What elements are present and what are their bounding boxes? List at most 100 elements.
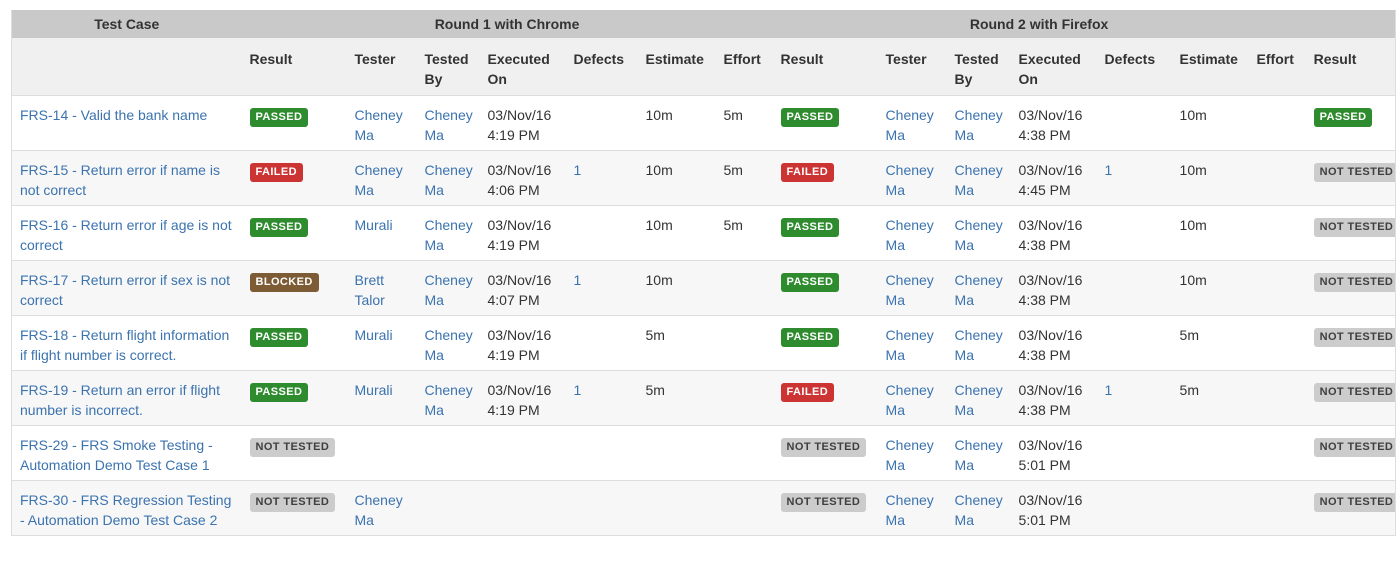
estimate-cell-r2: 5m [1171, 315, 1249, 371]
defects-cell-r2 [1096, 260, 1172, 316]
tester-link[interactable]: Murali [354, 327, 393, 343]
tested-by-cell-r1: Cheney Ma [417, 96, 480, 151]
tester-link[interactable]: Cheney Ma [885, 492, 934, 528]
test-case-link[interactable]: FRS-19 - Return an error if flight numbe… [20, 382, 220, 418]
estimate-cell-r2 [1171, 425, 1249, 481]
tester-link[interactable]: Cheney Ma [885, 217, 934, 253]
defect-count-link[interactable]: 1 [573, 382, 582, 398]
effort-value: 5m [723, 107, 743, 123]
result-badge: NOT TESTED [1313, 273, 1396, 292]
tester-cell-r1: Murali [346, 205, 417, 261]
tester-link[interactable]: Cheney Ma [885, 107, 934, 143]
tested-by-link[interactable]: Cheney Ma [954, 382, 1003, 418]
tested-by-link[interactable]: Cheney Ma [424, 217, 473, 253]
column-header-estimate-r1: Estimate [637, 38, 716, 96]
tested-by-link[interactable]: Cheney Ma [424, 327, 473, 363]
estimate-value: 5m [1179, 382, 1199, 398]
tested-by-cell-r2: Cheney Ma [946, 205, 1011, 261]
tested-by-link[interactable]: Cheney Ma [424, 162, 473, 198]
tested-by-cell-r1 [416, 425, 480, 481]
tester-link[interactable]: Cheney Ma [885, 382, 934, 418]
column-header-executed-on-r2: Executed On [1010, 38, 1097, 96]
table-row: FRS-19 - Return an error if flight numbe… [11, 370, 1396, 426]
group-header-extra [1305, 10, 1396, 38]
result-badge: NOT TESTED [780, 438, 867, 457]
column-header-effort-r2: Effort [1248, 38, 1306, 96]
result-badge: BLOCKED [249, 273, 319, 292]
defect-count-link[interactable]: 1 [573, 162, 582, 178]
test-case-link[interactable]: FRS-29 - FRS Smoke Testing - Automation … [20, 437, 213, 473]
tested-by-link[interactable]: Cheney Ma [954, 107, 1003, 143]
effort-cell-r2 [1248, 425, 1306, 481]
column-header-row: Result Tester Tested By Executed On Defe… [11, 38, 1396, 96]
result-badge: PASSED [249, 328, 309, 347]
executed-on-value: 03/Nov/16 4:38 PM [1018, 272, 1083, 308]
result-badge: PASSED [780, 273, 840, 292]
column-header-tester-r1: Tester [346, 38, 417, 96]
defect-count-link[interactable]: 1 [573, 272, 582, 288]
tester-link[interactable]: Cheney Ma [885, 272, 934, 308]
tester-link[interactable]: Murali [354, 382, 393, 398]
test-case-link[interactable]: FRS-30 - FRS Regression Testing - Automa… [20, 492, 232, 528]
tester-link[interactable]: Cheney Ma [885, 437, 934, 473]
column-header-effort-r1: Effort [715, 38, 773, 96]
result-badge: FAILED [780, 383, 835, 402]
test-case-link[interactable]: FRS-16 - Return error if age is not corr… [20, 217, 232, 253]
tested-by-link[interactable]: Cheney Ma [954, 217, 1003, 253]
result-cell-final: NOT TESTED [1305, 370, 1396, 426]
result-cell-r2: PASSED [772, 315, 878, 371]
table-row: FRS-16 - Return error if age is not corr… [11, 205, 1396, 261]
estimate-cell-r1: 5m [637, 315, 716, 371]
tested-by-link[interactable]: Cheney Ma [954, 162, 1003, 198]
result-cell-r1: NOT TESTED [241, 480, 347, 536]
result-badge: NOT TESTED [1313, 383, 1396, 402]
tester-link[interactable]: Cheney Ma [885, 327, 934, 363]
test-case-cell: FRS-17 - Return error if sex is not corr… [11, 260, 242, 316]
defect-count-link[interactable]: 1 [1104, 162, 1113, 178]
estimate-value: 5m [645, 382, 665, 398]
test-case-link[interactable]: FRS-15 - Return error if name is not cor… [20, 162, 220, 198]
executed-on-value: 03/Nov/16 4:06 PM [487, 162, 552, 198]
defect-count-link[interactable]: 1 [1104, 382, 1113, 398]
tester-link[interactable]: Cheney Ma [885, 162, 934, 198]
executed-on-cell-r2: 03/Nov/16 5:01 PM [1010, 480, 1097, 536]
column-header-test-case-spacer [11, 38, 242, 96]
result-badge: NOT TESTED [1313, 218, 1396, 237]
estimate-cell-r2: 5m [1171, 370, 1249, 426]
column-header-defects-r1: Defects [565, 38, 638, 96]
tested-by-link[interactable]: Cheney Ma [424, 382, 473, 418]
tested-by-link[interactable]: Cheney Ma [954, 437, 1003, 473]
tested-by-link[interactable]: Cheney Ma [954, 272, 1003, 308]
effort-cell-r1 [715, 370, 773, 426]
result-cell-r1: PASSED [241, 370, 347, 426]
tested-by-link[interactable]: Cheney Ma [424, 272, 473, 308]
result-badge: NOT TESTED [780, 493, 867, 512]
test-case-cell: FRS-29 - FRS Smoke Testing - Automation … [11, 425, 242, 481]
tested-by-link[interactable]: Cheney Ma [424, 107, 473, 143]
tester-link[interactable]: Brett Talor [354, 272, 385, 308]
estimate-value: 10m [645, 272, 673, 288]
defects-cell-r1 [565, 315, 638, 371]
executed-on-value: 03/Nov/16 4:38 PM [1018, 107, 1083, 143]
tester-link[interactable]: Cheney Ma [354, 492, 403, 528]
tester-cell-r1: Brett Talor [346, 260, 417, 316]
estimate-value: 5m [1179, 327, 1199, 343]
test-case-link[interactable]: FRS-14 - Valid the bank name [20, 107, 208, 123]
tester-link[interactable]: Cheney Ma [354, 162, 403, 198]
result-cell-r2: NOT TESTED [772, 425, 878, 481]
tested-by-link[interactable]: Cheney Ma [954, 327, 1003, 363]
result-badge: PASSED [780, 108, 840, 127]
executed-on-cell-r1: 03/Nov/16 4:19 PM [479, 205, 566, 261]
test-case-link[interactable]: FRS-17 - Return error if sex is not corr… [20, 272, 231, 308]
executed-on-cell-r1: 03/Nov/16 4:19 PM [480, 96, 566, 151]
test-case-link[interactable]: FRS-18 - Return flight information if fl… [20, 327, 230, 363]
tester-link[interactable]: Cheney Ma [354, 107, 403, 143]
column-header-tested-by-r2: Tested By [946, 38, 1011, 96]
tester-link[interactable]: Murali [354, 217, 393, 233]
tested-by-cell-r2: Cheney Ma [946, 370, 1011, 426]
tested-by-link[interactable]: Cheney Ma [954, 492, 1003, 528]
result-cell-r1: NOT TESTED [241, 425, 347, 481]
executed-on-cell-r2: 03/Nov/16 4:38 PM [1010, 315, 1097, 371]
estimate-cell-r1: 10m [637, 150, 716, 206]
test-case-cell: FRS-18 - Return flight information if fl… [11, 315, 242, 371]
